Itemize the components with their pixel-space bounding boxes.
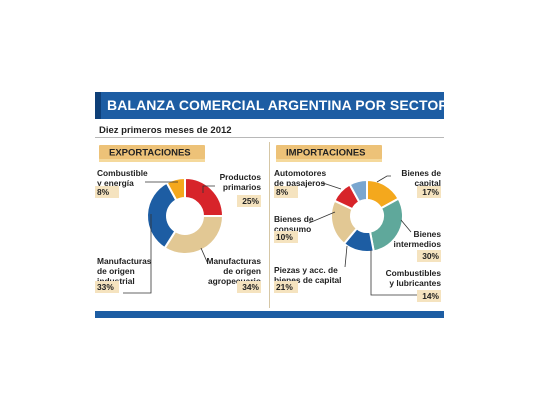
exportaciones-slice-0 bbox=[184, 176, 225, 217]
importaciones-pct-label-4: 10% bbox=[276, 232, 293, 242]
importaciones-pct-box-3 bbox=[274, 281, 298, 293]
importaciones-slice-label-line: bienes de capital bbox=[274, 275, 342, 285]
exportaciones-slice-label-line: primarios bbox=[223, 182, 262, 192]
exportaciones-slice-label-line: de origen bbox=[97, 266, 135, 276]
importaciones-slice-label-line: intermedios bbox=[394, 239, 442, 249]
exportaciones-slice-label-0: Productos primarios bbox=[220, 172, 262, 192]
exportaciones-slice-label-1: Manufacturas de origen agropecuario bbox=[207, 256, 262, 286]
exportaciones-slice-label-line: Manufacturas bbox=[97, 256, 152, 266]
importaciones-pct-label-0: 17% bbox=[422, 187, 439, 197]
importaciones-slice-label-4: Bienes de consumo bbox=[274, 214, 314, 234]
importaciones-pct-label-5: 8% bbox=[276, 187, 289, 197]
importaciones-leader-0 bbox=[376, 175, 391, 183]
exportaciones-pct-label-0: 25% bbox=[242, 196, 259, 206]
importaciones-slice-label-line: Bienes bbox=[414, 229, 442, 239]
exportaciones-pct-label-1: 34% bbox=[242, 282, 259, 292]
bottom-bar bbox=[95, 311, 444, 318]
subtitle-rule bbox=[95, 137, 444, 138]
importaciones-slice-label-line: Piezas y acc. de bbox=[274, 265, 338, 275]
exportaciones-pct-label-3: 8% bbox=[97, 187, 110, 197]
importaciones-slice-5 bbox=[348, 178, 368, 204]
importaciones-leader-3 bbox=[344, 245, 348, 268]
exportaciones-pct-box-1 bbox=[237, 281, 261, 293]
importaciones-leader-1 bbox=[400, 219, 412, 233]
title-accent bbox=[95, 92, 101, 119]
importaciones-slice-label-5: Automotores de pasajeros bbox=[274, 168, 326, 188]
title-bar: BALANZA COMERCIAL ARGENTINA POR SECTOR bbox=[95, 92, 449, 119]
exportaciones-slice-label-3: Combustible y energía bbox=[97, 168, 148, 188]
importaciones-slice-label-line: y lubricantes bbox=[389, 278, 441, 288]
importaciones-slice-label-line: capital bbox=[414, 178, 441, 188]
importaciones-pct-box-5 bbox=[274, 186, 298, 198]
importaciones-pct-label-1: 30% bbox=[422, 251, 439, 261]
exportaciones-slice-label-line: Manufacturas bbox=[207, 256, 262, 266]
importaciones-pct-box-1 bbox=[417, 250, 441, 262]
exportaciones-tab bbox=[99, 145, 205, 159]
importaciones-pct-label-2: 14% bbox=[422, 291, 439, 301]
importaciones-slice-label-line: Bienes de bbox=[274, 214, 314, 224]
exportaciones-slice-1 bbox=[163, 215, 225, 255]
exportaciones-slice-2 bbox=[146, 181, 178, 250]
importaciones-pct-box-0 bbox=[417, 186, 441, 198]
importaciones-title: IMPORTACIONES bbox=[286, 147, 366, 158]
exportaciones-leader-2 bbox=[123, 214, 152, 294]
importaciones-slice-label-line: de pasajeros bbox=[274, 178, 326, 188]
importaciones-leader-2 bbox=[370, 250, 417, 296]
exportaciones-pct-box-3 bbox=[95, 186, 119, 198]
chart-title: BALANZA COMERCIAL ARGENTINA POR SECTOR bbox=[107, 97, 449, 113]
infographic: BALANZA COMERCIAL ARGENTINA POR SECTOR D… bbox=[95, 92, 449, 318]
importaciones-leader-4 bbox=[308, 211, 336, 224]
importaciones-slice-label-2: Combustibles y lubricantes bbox=[386, 268, 442, 288]
importaciones-slice-label-1: Bienes intermedios bbox=[394, 229, 442, 249]
exportaciones-pct-box-2 bbox=[95, 281, 119, 293]
exportaciones-chart: EXPORTACIONES Productos primarios 25% Manufa… bbox=[95, 145, 262, 294]
exportaciones-slice-label-line: de origen bbox=[223, 266, 261, 276]
exportaciones-leader-0 bbox=[202, 185, 215, 193]
exportaciones-pct-label-2: 33% bbox=[97, 282, 114, 292]
exportaciones-leader-1 bbox=[200, 247, 209, 265]
charts-canvas: EXPORTACIONES Productos primarios 25% Manufa… bbox=[95, 142, 441, 308]
exportaciones-slice-label-line: agropecuario bbox=[208, 276, 261, 286]
importaciones-pct-label-3: 21% bbox=[276, 282, 293, 292]
exportaciones-pct-box-0 bbox=[237, 195, 261, 207]
exportaciones-slice-3 bbox=[165, 176, 186, 202]
importaciones-slice-label-3: Piezas y acc. de bienes de capital bbox=[274, 265, 342, 285]
exportaciones-slice-label-line: Combustible bbox=[97, 168, 148, 178]
chart-subtitle: Diez primeros meses de 2012 bbox=[99, 125, 232, 136]
importaciones-slice-label-line: consumo bbox=[274, 224, 311, 234]
exportaciones-title: EXPORTACIONES bbox=[109, 147, 191, 158]
importaciones-slice-label-line: Combustibles bbox=[386, 268, 442, 278]
importaciones-pct-box-4 bbox=[274, 231, 298, 243]
importaciones-leader-5 bbox=[322, 182, 342, 190]
importaciones-pct-box-2 bbox=[417, 290, 441, 302]
exportaciones-slice-label-line: y energía bbox=[97, 178, 134, 188]
importaciones-slice-label-line: Bienes de bbox=[401, 168, 441, 178]
importaciones-tab bbox=[276, 145, 382, 159]
exportaciones-slice-label-line: Productos bbox=[220, 172, 262, 182]
importaciones-slice-label-0: Bienes de capital bbox=[401, 168, 441, 188]
importaciones-slice-label-line: Automotores bbox=[274, 168, 326, 178]
